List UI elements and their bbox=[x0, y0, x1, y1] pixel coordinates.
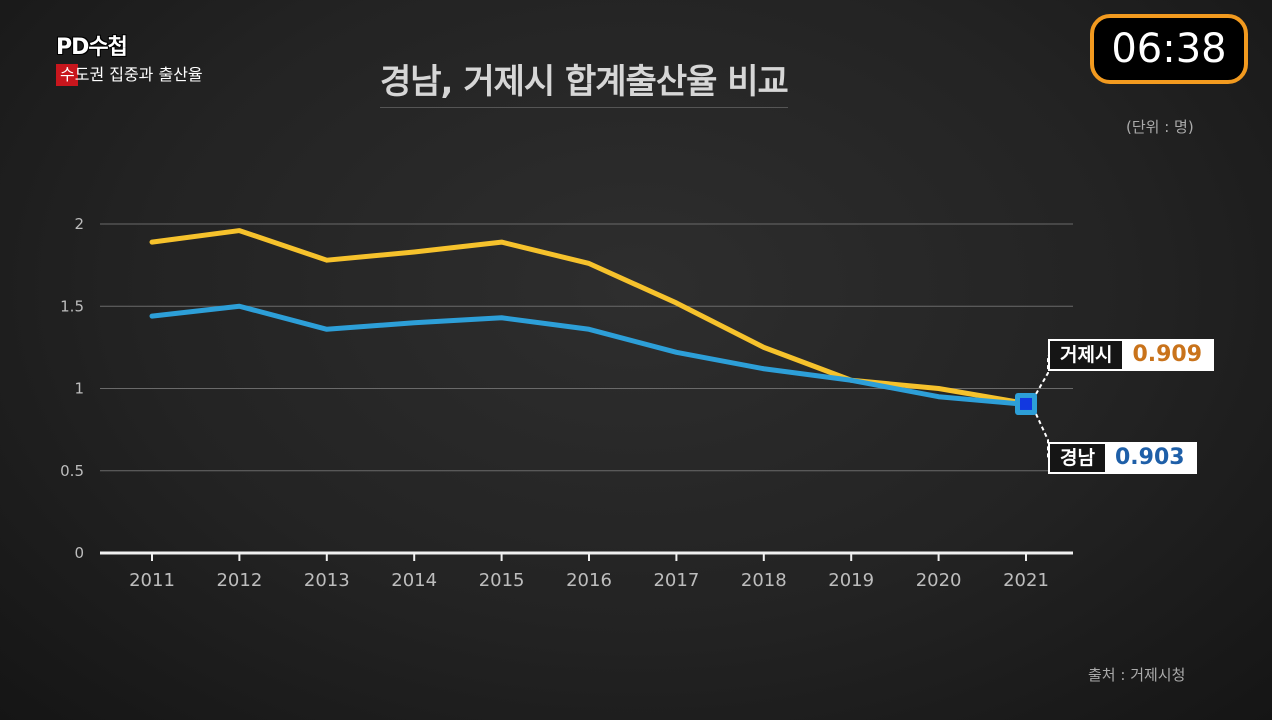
y-tick-label: 2 bbox=[74, 215, 84, 233]
y-tick-label: 1 bbox=[74, 380, 84, 398]
x-tick-label: 2021 bbox=[1003, 570, 1049, 591]
callout-gyeongnam-name: 경남 bbox=[1050, 444, 1105, 472]
y-tick-label: 0.5 bbox=[60, 462, 84, 480]
unit-note: (단위 : 명) bbox=[1126, 118, 1194, 136]
y-tick-label: 0 bbox=[74, 544, 84, 562]
x-tick-label: 2012 bbox=[216, 570, 262, 591]
callout-gyeongnam-value: 0.903 bbox=[1114, 445, 1185, 470]
series-line-gyeongnam bbox=[149, 303, 1029, 407]
callout-geoje-value: 0.909 bbox=[1132, 342, 1203, 367]
x-tick-label: 2014 bbox=[391, 570, 437, 591]
episode-subtitle-text: 수도권 집중과 출산율 bbox=[60, 65, 203, 84]
callout-gyeongnam: 경남 0.903 bbox=[1048, 442, 1197, 474]
episode-subtitle: 수도권 집중과 출산율 bbox=[56, 64, 209, 86]
x-tick-label: 2018 bbox=[741, 570, 787, 591]
x-tick-label: 2019 bbox=[828, 570, 874, 591]
leader-line-gyeongnam bbox=[1035, 413, 1049, 458]
source-note: 출처 : 거제시청 bbox=[1088, 666, 1186, 684]
x-tick-label: 2013 bbox=[304, 570, 350, 591]
x-tick-label: 2017 bbox=[653, 570, 699, 591]
chart-title: 경남, 거제시 합계출산율 비교 bbox=[380, 54, 789, 108]
x-tick-label: 2020 bbox=[916, 570, 962, 591]
x-tick-label: 2016 bbox=[566, 570, 612, 591]
y-tick-label: 1.5 bbox=[60, 297, 84, 315]
program-logo: PD수첩 bbox=[56, 35, 128, 60]
callout-geoje: 거제시 0.909 bbox=[1048, 339, 1215, 371]
timer-readout: 06:38 bbox=[1090, 14, 1248, 84]
endpoint-marker-inner bbox=[1020, 397, 1032, 410]
program-branding: PD수첩 수도권 집중과 출산율 bbox=[56, 36, 209, 86]
x-tick-label: 2011 bbox=[129, 570, 175, 591]
callout-geoje-name: 거제시 bbox=[1050, 341, 1123, 369]
x-tick-label: 2015 bbox=[479, 570, 525, 591]
